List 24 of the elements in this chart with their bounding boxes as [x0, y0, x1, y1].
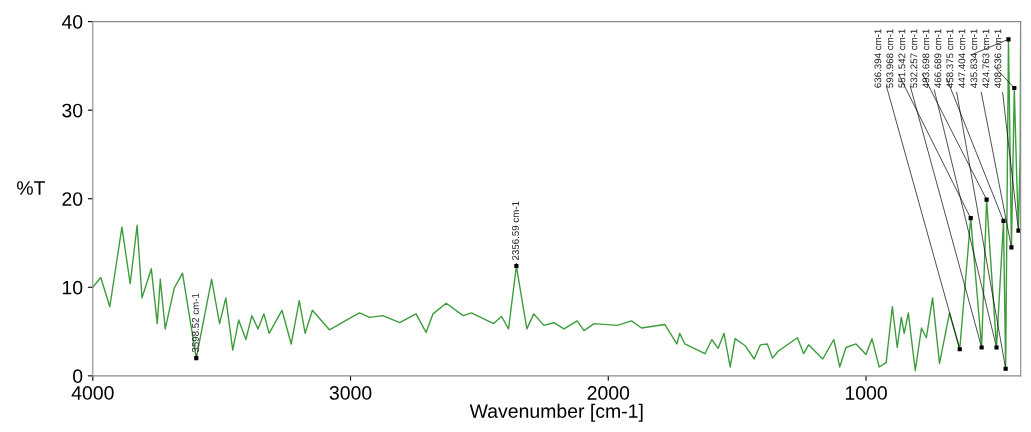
annotation: 636.394 cm-1	[874, 29, 882, 88]
y-tick-label: 0	[73, 369, 83, 384]
annotation: 435.834 cm-1	[970, 29, 978, 88]
y-tick-label: 20	[62, 192, 83, 206]
x-tick-label: 1000	[845, 386, 887, 400]
x-axis-title: Wavenumber [cm-1]	[469, 403, 643, 422]
y-tick-label: 10	[62, 280, 83, 295]
x-tick-label: 3000	[329, 386, 372, 400]
x-tick-label: 2000	[587, 386, 630, 400]
annotation: 493.698 cm-1	[922, 29, 930, 88]
annotation: 532.257 cm-1	[910, 29, 918, 88]
y-axis-title: %T	[17, 181, 46, 195]
annotation: 2356.59 cm-1	[512, 201, 519, 260]
annotation: 458.375 cm-1	[946, 29, 954, 88]
annotation: 3598.52 cm-1	[192, 293, 199, 353]
annotation: 593.968 cm-1	[886, 29, 894, 88]
x-tick-label: 4000	[71, 386, 114, 400]
annotation: 551.542 cm-1	[898, 29, 906, 88]
y-tick-label: 30	[62, 103, 83, 118]
annotation: 466.689 cm-1	[934, 29, 942, 88]
annotation: 424.763 cm-1	[982, 29, 990, 88]
annotation: 408.636 cm-1	[994, 29, 1002, 88]
y-tick-label: 40	[61, 15, 83, 29]
annotation: 447.404 cm-1	[958, 29, 966, 88]
